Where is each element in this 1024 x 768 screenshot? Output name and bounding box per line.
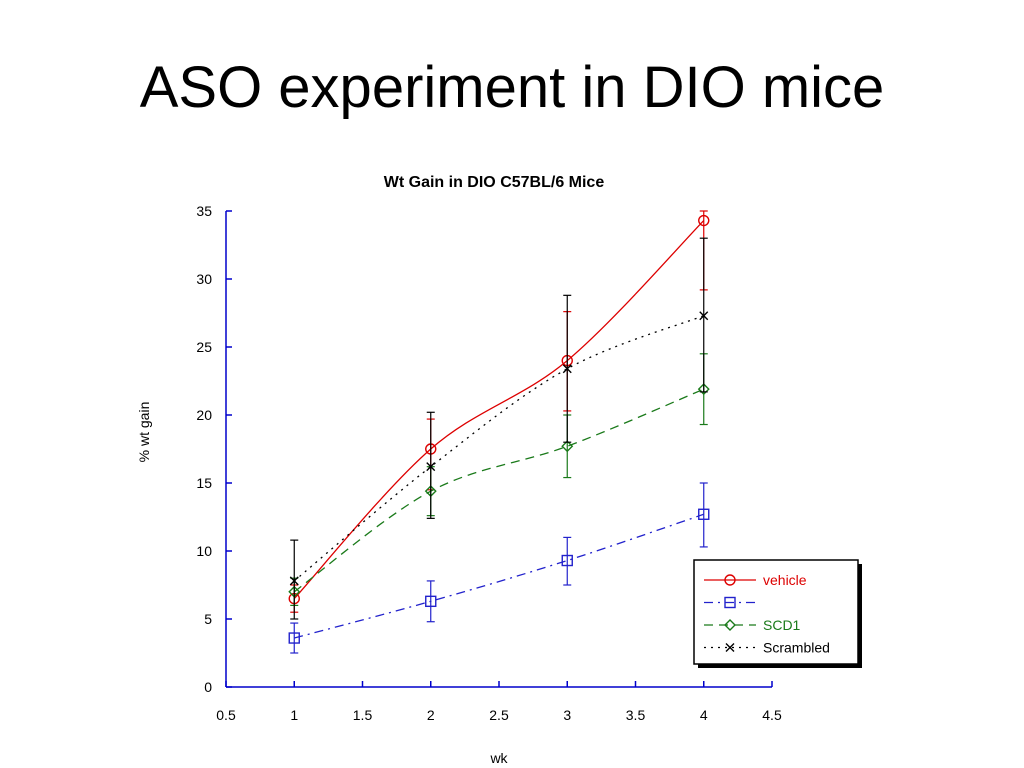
slide-title: ASO experiment in DIO mice <box>139 55 885 120</box>
data-point <box>698 508 710 520</box>
series-scrambled <box>289 237 709 620</box>
y-tick-label: 25 <box>196 339 212 355</box>
legend-swatch-marker <box>724 574 736 586</box>
y-tick-label: 20 <box>196 407 212 423</box>
data-point <box>698 214 710 227</box>
legend-swatch-marker <box>724 596 736 609</box>
legend-label: SCD1 <box>763 617 801 633</box>
y-tick-label: 30 <box>196 271 212 287</box>
legend: vehicle SCD1 Scrambled <box>693 559 862 668</box>
x-tick-label: 2.5 <box>489 707 509 723</box>
x-tick-label: 4.5 <box>762 707 782 723</box>
data-point <box>699 311 709 321</box>
data-point <box>697 383 710 396</box>
x-tick-label: 1.5 <box>353 707 373 723</box>
x-tick-label: 0.5 <box>216 707 236 723</box>
data-point <box>562 364 572 374</box>
data-point <box>288 632 300 644</box>
series-scd1 <box>288 353 710 607</box>
series-line <box>293 315 704 582</box>
series-line <box>294 513 704 639</box>
y-tick-label: 5 <box>204 611 212 627</box>
y-tick-label: 10 <box>196 543 212 559</box>
series-vehicle <box>288 210 710 613</box>
x-tick-label: 3.5 <box>626 707 646 723</box>
legend-swatch-marker <box>725 643 735 652</box>
x-tick-label: 1 <box>290 707 298 723</box>
data-point <box>289 576 299 586</box>
series-layer <box>288 210 710 654</box>
series-line <box>293 388 705 593</box>
x-tick-label: 2 <box>427 707 435 723</box>
legend-swatch-marker <box>724 619 736 631</box>
x-tick-label: 3 <box>563 707 571 723</box>
x-axis-label: wk <box>489 750 508 766</box>
series-line <box>293 220 705 600</box>
legend-label: vehicle <box>763 572 807 588</box>
data-point <box>425 595 437 608</box>
data-point <box>561 554 573 567</box>
legend-label: Scrambled <box>763 640 830 656</box>
y-tick-label: 35 <box>196 203 212 219</box>
legend-box <box>693 559 859 665</box>
chart-title: Wt Gain in DIO C57BL/6 Mice <box>384 174 605 191</box>
data-point <box>561 440 574 453</box>
y-axis-label: % wt gain <box>136 402 152 463</box>
y-tick-label: 15 <box>196 475 212 491</box>
x-tick-label: 4 <box>700 707 708 723</box>
axes: 0.5 1 1.5 2 2.5 3 3.5 4 4.5 0 5 10 15 20 25 30 35 <box>196 203 782 723</box>
series-unlabeled-blue <box>288 482 710 654</box>
data-point <box>426 462 436 472</box>
y-tick-label: 0 <box>204 679 212 695</box>
